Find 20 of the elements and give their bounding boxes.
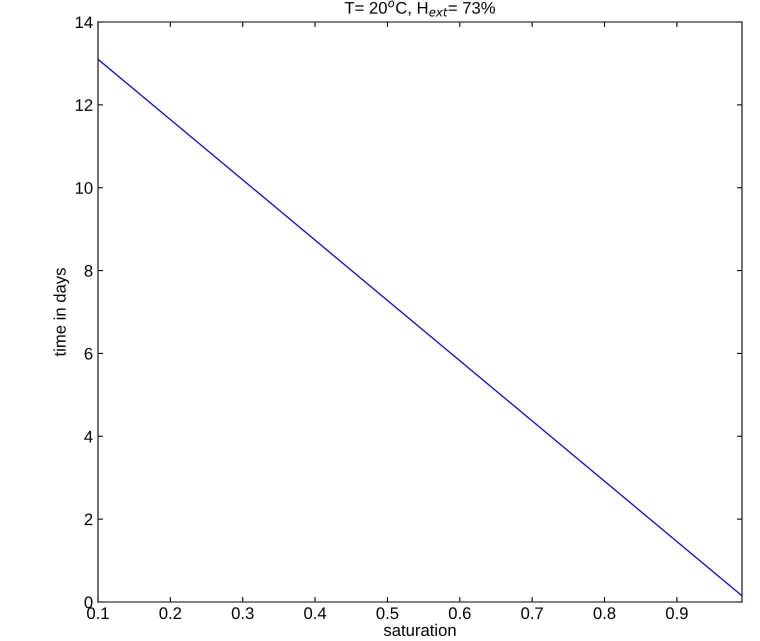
x-tick-label: 0.6 <box>448 607 471 620</box>
x-axis-title: saturation <box>384 624 456 636</box>
y-tick-label: 10 <box>76 182 92 194</box>
y-tick-label: 6 <box>84 348 92 360</box>
x-tick-label: 0.1 <box>87 607 109 620</box>
y-tick-label: 8 <box>84 264 92 277</box>
x-tick-label: 0.5 <box>376 607 398 620</box>
x-tick-label: 0.7 <box>521 607 543 620</box>
y-tick-label: 4 <box>84 430 93 442</box>
x-tick-label: 0.9 <box>666 607 688 620</box>
x-tick-label: 0.2 <box>159 607 182 620</box>
chart-title: T= 20$^{o}$C, H$_{ext}$= 73% <box>344 0 495 16</box>
y-tick-label: 0 <box>84 596 92 608</box>
y-axis-title: time in days <box>54 268 70 356</box>
x-tick-label: 0.3 <box>232 607 254 620</box>
y-tick-label: 2 <box>84 514 92 526</box>
y-tick-label: 14 <box>76 16 93 28</box>
x-tick-label: 0.4 <box>304 607 326 620</box>
x-tick-label: 0.8 <box>594 607 616 620</box>
y-tick-label: 12 <box>76 99 92 111</box>
